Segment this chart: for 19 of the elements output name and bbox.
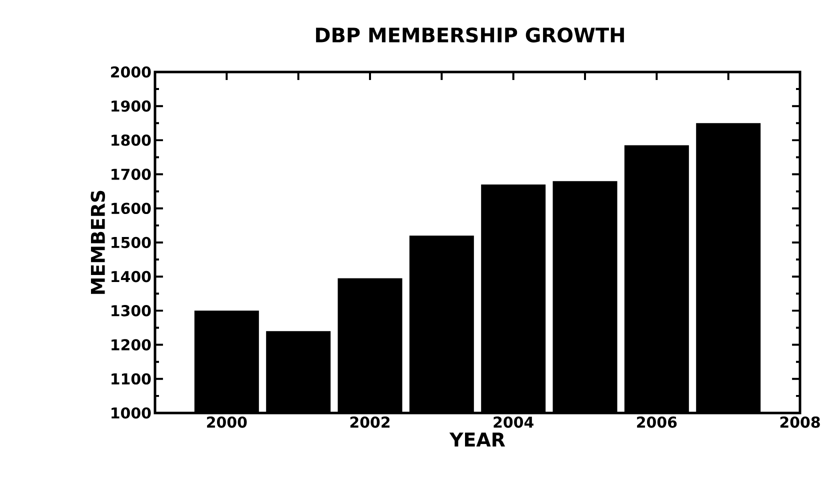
y-tick-label: 1000 [112,407,151,419]
y-tick-label: 1400 [112,270,151,282]
y-axis-title: MEMBERS [90,190,106,294]
x-axis-title: YEAR [449,432,506,446]
y-tick-label: 1800 [112,134,151,146]
x-tick-label: 2002 [350,416,390,428]
y-tick-label: 1300 [112,305,151,316]
y-tick-label: 1700 [112,168,151,180]
x-tick-label: 2008 [780,416,820,428]
x-tick-label: 2006 [637,416,677,428]
x-tick-label: 2004 [494,416,534,428]
y-tick-label: 1900 [112,100,151,112]
y-tick-label: 2000 [111,66,151,78]
y-tick-label: 1100 [112,373,151,385]
y-tick-label: 1500 [112,236,151,248]
y-tick-label: 1600 [112,202,151,214]
chart-title: DBP MEMBERSHIP GROWTH [316,27,624,43]
y-tick-label: 1200 [112,339,151,350]
x-tick-label: 2000 [207,416,247,428]
